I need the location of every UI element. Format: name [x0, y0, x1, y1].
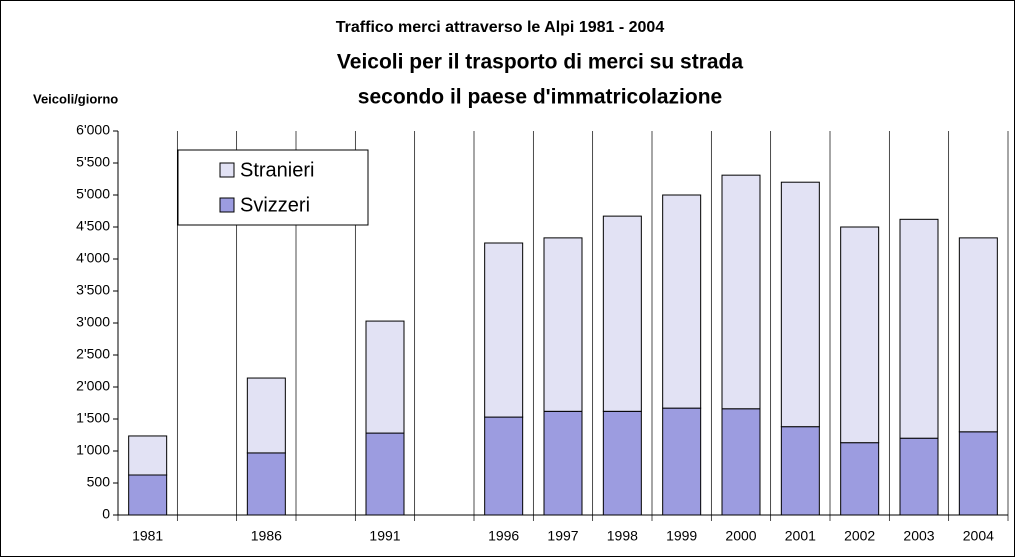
- x-tick-label: 1999: [666, 528, 697, 544]
- y-tick-label: 3'000: [76, 314, 110, 330]
- bar-segment: [128, 435, 168, 476]
- bar-segment: [662, 194, 702, 409]
- bar-segment: [365, 320, 405, 434]
- x-tick-label: 2003: [903, 528, 934, 544]
- y-tick-label: 5'000: [76, 186, 110, 202]
- bar-segment: [958, 237, 998, 433]
- bar-segment: [958, 431, 998, 516]
- legend-swatch: [219, 162, 235, 178]
- x-tick-label: 2004: [963, 528, 994, 544]
- chart-subtitle: secondo il paese d'immatricolazione: [358, 86, 722, 109]
- bar-segment: [484, 416, 524, 516]
- x-tick-label: 1991: [369, 528, 400, 544]
- y-tick-label: 1'500: [76, 410, 110, 426]
- bar-segment: [721, 174, 761, 410]
- x-tick-label: 2001: [785, 528, 816, 544]
- x-tick-label: 2002: [844, 528, 875, 544]
- y-tick-label: 2'500: [76, 346, 110, 362]
- y-tick-label: 2'000: [76, 378, 110, 394]
- y-tick-label: 500: [87, 474, 111, 490]
- bar-segment: [780, 181, 820, 428]
- bar-segment: [602, 410, 642, 516]
- y-tick-label: 1'000: [76, 442, 110, 458]
- y-tick-label: 5'500: [76, 154, 110, 170]
- legend-box: [177, 149, 369, 226]
- x-tick-label: 1997: [547, 528, 578, 544]
- legend-label: Svizzeri: [240, 194, 310, 216]
- x-tick-label: 1996: [488, 528, 519, 544]
- x-tick-label: 2000: [725, 528, 756, 544]
- bar-segment: [484, 242, 524, 418]
- bar-segment: [128, 474, 168, 516]
- chart-subtitle: Veicoli per il trasporto di merci su str…: [337, 51, 743, 74]
- bar-segment: [899, 218, 939, 439]
- y-tick-label: 4'500: [76, 218, 110, 234]
- chart-title: Traffico merci attraverso le Alpi 1981 -…: [336, 19, 665, 36]
- x-tick-label: 1986: [251, 528, 282, 544]
- bar-segment: [543, 410, 583, 516]
- bar-segment: [543, 237, 583, 412]
- bar-segment: [780, 426, 820, 516]
- y-tick-label: 6'000: [76, 122, 110, 138]
- legend-swatch: [219, 197, 235, 213]
- x-tick-label: 1981: [132, 528, 163, 544]
- y-tick-label: 4'000: [76, 250, 110, 266]
- bar-segment: [246, 377, 286, 454]
- y-tick-label: 0: [102, 506, 110, 522]
- legend-label: Stranieri: [240, 159, 314, 181]
- bar-segment: [899, 437, 939, 516]
- x-tick-label: 1998: [607, 528, 638, 544]
- bar-segment: [365, 432, 405, 516]
- bar-segment: [840, 226, 880, 444]
- y-tick-label: 3'500: [76, 282, 110, 298]
- y-axis-label: Veicoli/giorno: [33, 91, 118, 106]
- bar-segment: [662, 407, 702, 516]
- bar-segment: [602, 215, 642, 412]
- bar-segment: [840, 442, 880, 516]
- bar-segment: [246, 452, 286, 516]
- bar-segment: [721, 408, 761, 516]
